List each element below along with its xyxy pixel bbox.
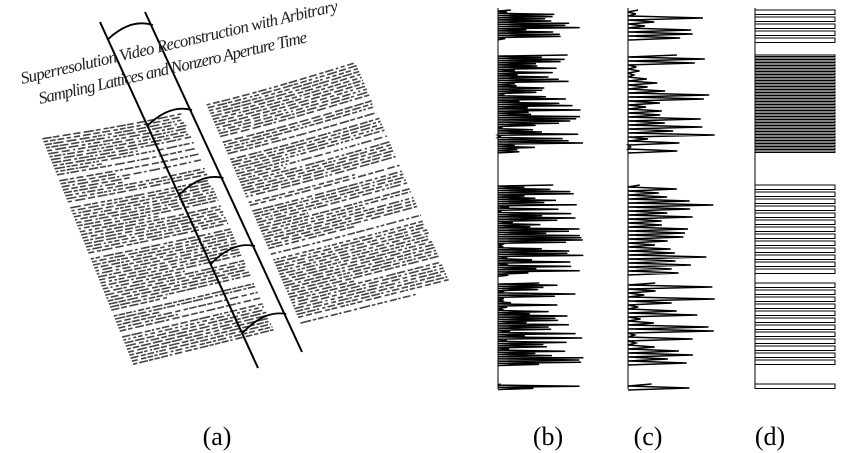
caption: (b)	[533, 422, 563, 451]
profile-bar	[755, 97, 835, 99]
profile-bar	[755, 248, 835, 253]
profile-bar	[755, 121, 835, 123]
text-line	[44, 117, 183, 142]
profile-bar	[755, 118, 835, 120]
profile-bar	[755, 91, 835, 93]
text-line	[108, 269, 248, 301]
profile-bar	[755, 79, 835, 81]
profile-bar	[755, 85, 835, 87]
profile-bar	[755, 185, 835, 190]
profile-bar	[755, 227, 835, 232]
profile-bar	[755, 55, 835, 57]
profile	[628, 283, 715, 365]
profile-bar	[755, 384, 835, 389]
profile-bar	[755, 31, 835, 36]
guide-arc	[108, 23, 153, 39]
text-line	[53, 151, 137, 166]
profile-bar	[755, 213, 835, 218]
profile-bar	[755, 109, 835, 111]
profile	[498, 10, 580, 40]
text-line	[242, 148, 392, 189]
profile-bar	[755, 353, 835, 358]
profile-bar	[755, 234, 835, 239]
profile-bar	[755, 106, 835, 108]
profile-bar	[755, 192, 835, 197]
profile-bar	[755, 148, 835, 150]
text-line	[267, 206, 417, 245]
profile-bar	[755, 346, 835, 351]
profile-bar	[755, 151, 835, 153]
text-line	[63, 178, 131, 190]
profile-bar	[755, 255, 835, 260]
text-line	[111, 298, 167, 311]
profile-bar	[755, 297, 835, 302]
profiles	[498, 8, 835, 390]
profile-bar	[755, 61, 835, 63]
caption: (d)	[755, 422, 785, 451]
profile-bar	[755, 262, 835, 267]
profile-bar	[755, 145, 835, 147]
profile-bar	[755, 142, 835, 144]
text-line	[86, 218, 226, 248]
profile-bar	[755, 82, 835, 84]
profile-bar	[755, 112, 835, 114]
profile-bar	[755, 332, 835, 337]
profile-bar	[755, 127, 835, 129]
profile-bar	[755, 325, 835, 330]
profile-bar	[755, 360, 835, 365]
profile-bar	[755, 70, 835, 72]
profile-bar	[755, 304, 835, 309]
profile-bar	[755, 103, 835, 105]
profile-bar	[755, 58, 835, 60]
profile-bar	[755, 283, 835, 288]
profile	[628, 55, 715, 153]
profile-bar	[755, 76, 835, 78]
profile-bar	[755, 290, 835, 295]
figure: Superresolution Video Reconstruction wit…	[0, 0, 842, 453]
profile-bar	[755, 10, 835, 15]
text-line	[110, 275, 250, 307]
text-line	[45, 120, 184, 145]
profile-bar	[755, 220, 835, 225]
profile	[498, 185, 583, 276]
profile-bar	[755, 115, 835, 117]
profile-bar	[755, 100, 835, 102]
profile-bar	[755, 339, 835, 344]
profile-bar	[755, 67, 835, 69]
profile-bar	[755, 124, 835, 126]
profile-bar	[755, 73, 835, 75]
profile	[498, 55, 583, 153]
profile-bar	[755, 94, 835, 96]
profile-bar	[755, 64, 835, 66]
profile-bar	[755, 269, 835, 274]
profile-bar	[755, 88, 835, 90]
profile	[498, 283, 583, 366]
text-line	[284, 247, 434, 285]
profile-bar	[755, 311, 835, 316]
caption: (a)	[203, 422, 232, 451]
profile-bar	[755, 17, 835, 22]
profile	[628, 10, 703, 40]
caption: (c)	[634, 422, 663, 451]
profile-bar	[755, 24, 835, 29]
text-line	[80, 216, 159, 232]
profile-bar	[755, 133, 835, 135]
profile	[628, 185, 713, 275]
text-line	[42, 114, 181, 139]
profile-bar	[755, 199, 835, 204]
profile-bar	[755, 139, 835, 141]
text-line	[239, 168, 286, 180]
profile	[498, 384, 580, 390]
profile-bar	[755, 206, 835, 211]
profile-bar	[755, 241, 835, 246]
text-line	[133, 330, 274, 365]
text-line	[93, 235, 233, 265]
profile	[628, 384, 689, 390]
profile-bar	[755, 136, 835, 138]
profile-bar	[755, 318, 835, 323]
profile-bar	[755, 38, 835, 43]
profile-bar	[755, 130, 835, 132]
